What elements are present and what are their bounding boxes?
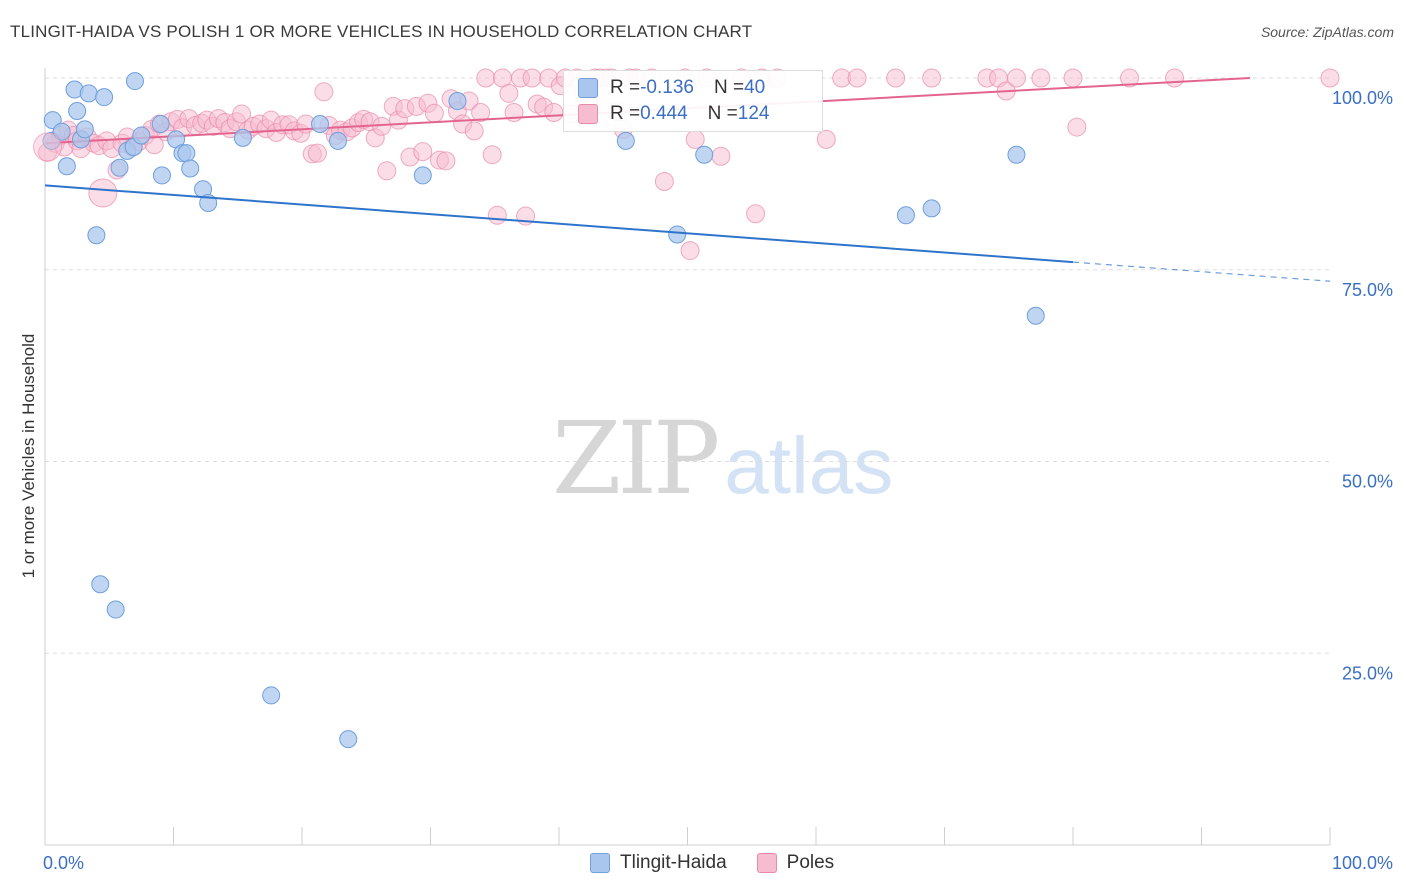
chart-title: TLINGIT-HAIDA VS POLISH 1 OR MORE VEHICL…	[10, 22, 753, 41]
tlingit-haida-point	[152, 166, 171, 185]
y-tick-label: 75.0%	[1342, 280, 1393, 300]
legend-r-label: R =	[610, 103, 641, 124]
legend-swatch-blue	[578, 78, 598, 98]
legend-r-value: -0.136	[640, 77, 694, 98]
legend-n-value: 124	[737, 103, 770, 124]
tlingit-haida-point	[328, 131, 347, 150]
y-tick-label: 50.0%	[1342, 472, 1393, 492]
y-axis-label: 1 or more Vehicles in Household	[19, 334, 38, 579]
poles-point	[1165, 68, 1185, 88]
poles-point	[33, 132, 63, 162]
poles-point	[1120, 68, 1140, 88]
legend-n-label: N =	[713, 77, 745, 98]
legend-swatch-blue	[590, 853, 610, 873]
poles-point	[144, 135, 164, 155]
tlingit-haida-point	[181, 159, 200, 178]
tlingit-haida-trend-extension	[1072, 261, 1331, 282]
legend-n-value: 40	[744, 77, 766, 98]
y-tick-label: 25.0%	[1342, 663, 1393, 683]
poles-point	[680, 241, 700, 261]
poles-point	[413, 142, 433, 162]
poles-point	[816, 129, 836, 149]
tlingit-haida-point	[310, 115, 329, 134]
poles-point	[232, 104, 252, 124]
poles-point	[886, 68, 906, 88]
tlingit-haida-point	[125, 72, 144, 91]
tlingit-haida-point	[57, 157, 76, 176]
tlingit-haida-point	[52, 122, 71, 141]
y-tick-label: 100.0%	[1332, 88, 1393, 108]
poles-point	[1320, 68, 1340, 88]
poles-point	[1063, 68, 1083, 88]
legend-n-label: N =	[707, 103, 738, 124]
x-tick-label: 0.0%	[43, 853, 84, 873]
watermark-atlas: atlas	[724, 421, 894, 510]
tlingit-haida-point	[262, 686, 281, 705]
poles-point	[424, 103, 444, 123]
tlingit-haida-point	[177, 144, 196, 163]
poles-point	[476, 68, 496, 88]
poles-point	[464, 121, 484, 141]
legend-swatch-pink	[578, 104, 598, 124]
tlingit-haida-point	[1026, 306, 1045, 325]
tlingit-haida-point	[413, 166, 432, 185]
stats-legend: R = -0.136 N = 40 R = 0.444 N = 124	[563, 70, 823, 132]
poles-point	[314, 82, 334, 102]
watermark: ZIP atlas	[552, 400, 893, 517]
source-label: Source: ZipAtlas.com	[1260, 24, 1394, 40]
poles-point	[522, 68, 542, 88]
tlingit-haida-point	[91, 575, 110, 594]
tlingit-haida-point	[616, 131, 635, 150]
poles-point	[544, 103, 564, 123]
tlingit-haida-point	[1007, 145, 1026, 164]
legend-r-label: R =	[610, 77, 641, 98]
legend-row-poles: R = 0.444 N = 124	[578, 102, 769, 126]
legend-swatch-pink	[756, 853, 777, 873]
legend-row-tlingit-haida: R = -0.136 N = 40	[578, 76, 765, 100]
tlingit-haida-point	[106, 600, 125, 619]
tlingit-haida-point	[132, 126, 151, 145]
poles-point	[471, 103, 491, 123]
tlingit-haida-trend-line	[44, 184, 1074, 264]
tlingit-haida-point	[79, 84, 98, 103]
poles-point	[482, 145, 502, 165]
tlingit-haida-point	[233, 128, 252, 147]
tlingit-haida-point	[87, 226, 106, 245]
series-legend-label: Tlingit-Haida	[620, 852, 727, 873]
poles-point	[922, 68, 942, 88]
x-tick-label: 100.0%	[1332, 853, 1393, 873]
tlingit-haida-point	[668, 225, 687, 244]
tlingit-haida-point	[68, 101, 87, 120]
tlingit-haida-point	[339, 730, 358, 749]
poles-point	[746, 204, 766, 224]
poles-point	[487, 205, 507, 225]
tlingit-haida-point	[695, 145, 714, 164]
tlingit-haida-point	[151, 115, 170, 134]
poles-point	[499, 83, 519, 103]
poles-point	[685, 129, 705, 149]
poles-point	[436, 151, 456, 171]
poles-point	[307, 143, 327, 163]
watermark-zip: ZIP	[552, 400, 720, 517]
series-legend-tlingit-haida[interactable]: Tlingit-Haida	[590, 852, 727, 874]
poles-point	[1006, 68, 1026, 88]
poles-point	[847, 68, 867, 88]
tlingit-haida-point	[75, 120, 94, 139]
series-legend-poles[interactable]: Poles	[756, 852, 835, 874]
series-legend-label: Poles	[786, 852, 835, 873]
poles-point	[377, 161, 397, 181]
legend-r-value: 0.444	[640, 103, 688, 124]
tlingit-haida-point	[896, 206, 915, 225]
tlingit-haida-point	[95, 88, 114, 107]
tlingit-haida-point	[922, 199, 941, 218]
tlingit-haida-point	[110, 158, 129, 177]
poles-point	[1067, 117, 1087, 137]
poles-point	[711, 146, 731, 166]
series-legend: Tlingit-Haida Poles	[590, 852, 864, 874]
tlingit-haida-point	[448, 92, 467, 111]
poles-point	[88, 178, 118, 208]
poles-point	[1031, 68, 1051, 88]
poles-point	[654, 172, 674, 192]
